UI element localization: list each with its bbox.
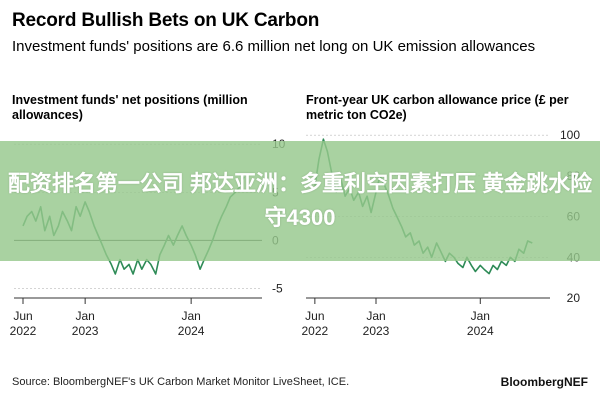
right-panel-title: Front-year UK carbon allowance price (£ …	[306, 93, 569, 122]
chart-title: Record Bullish Bets on UK Carbon	[12, 10, 320, 31]
x-tick-label-month-0-2: Jan	[181, 309, 200, 323]
brand-logo-text: BloombergNEF	[500, 375, 588, 389]
x-tick-label-month-0-0: Jun	[13, 309, 32, 323]
x-tick-label-year-1-0: 2022	[302, 324, 329, 338]
y-tick-label-0-3: -5	[272, 281, 283, 295]
x-tick-label-year-1-2: 2024	[467, 324, 494, 338]
x-tick-label-month-1-2: Jan	[471, 309, 490, 323]
x-tick-label-year-0-1: 2023	[72, 324, 99, 338]
x-tick-label-month-0-1: Jan	[75, 309, 94, 323]
x-tick-label-month-1-1: Jan	[366, 309, 385, 323]
x-tick-label-year-0-2: 2024	[178, 324, 205, 338]
overlay-banner: 配资排名第一公司 邦达亚洲：多重利空因素打压 黄金跳水险守4300	[0, 141, 600, 261]
y-tick-label-1-0: 100	[560, 128, 580, 142]
x-tick-label-month-1-0: Jun	[305, 309, 324, 323]
left-panel-title: Investment funds' net positions (million…	[12, 93, 248, 122]
y-tick-label-1-4: 20	[567, 291, 581, 305]
overlay-banner-text: 配资排名第一公司 邦达亚洲：多重利空因素打压 黄金跳水险守4300	[7, 171, 593, 230]
x-tick-label-year-0-0: 2022	[10, 324, 37, 338]
chart-subtitle: Investment funds' positions are 6.6 mill…	[12, 38, 536, 55]
source-note: Source: BloombergNEF's UK Carbon Market …	[12, 376, 350, 388]
x-tick-label-year-1-1: 2023	[363, 324, 390, 338]
